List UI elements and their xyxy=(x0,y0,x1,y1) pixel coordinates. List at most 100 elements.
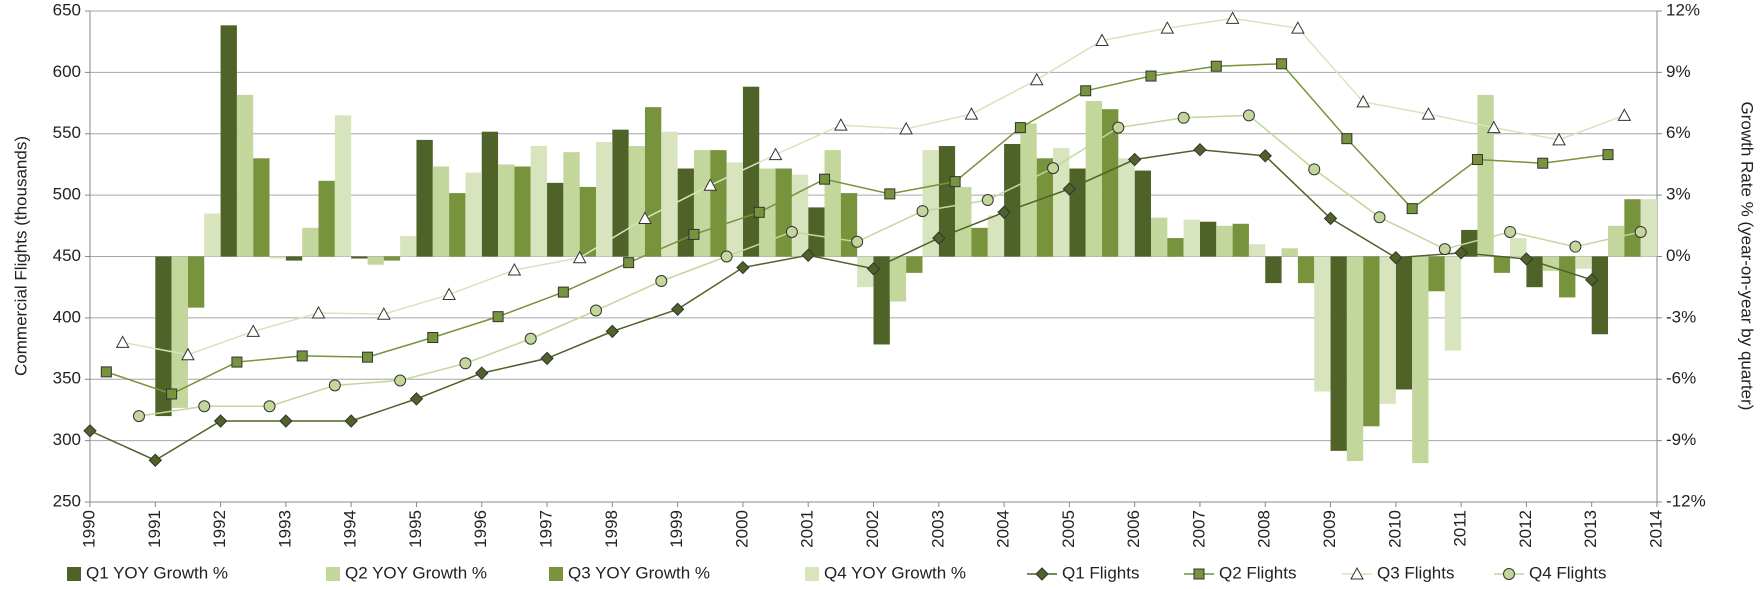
y-tick-label: 450 xyxy=(53,246,81,265)
marker xyxy=(1035,567,1049,581)
y-tick-label: 350 xyxy=(53,369,81,388)
bar xyxy=(710,150,727,257)
bar xyxy=(1640,199,1657,257)
bar xyxy=(416,139,433,257)
marker xyxy=(1276,58,1288,70)
bar xyxy=(808,207,825,257)
bar xyxy=(1608,225,1625,257)
x-tick-label: 2000 xyxy=(732,510,751,548)
y2-tick-label: 9% xyxy=(1666,62,1691,81)
marker xyxy=(198,400,211,413)
y-tick-label: 300 xyxy=(53,430,81,449)
marker xyxy=(785,225,798,238)
marker xyxy=(1406,203,1418,215)
marker xyxy=(246,324,261,337)
marker xyxy=(231,356,243,368)
marker xyxy=(263,400,276,413)
marker xyxy=(83,424,97,438)
marker xyxy=(296,350,308,362)
bar xyxy=(677,168,694,257)
bar xyxy=(220,25,237,257)
bar xyxy=(155,256,172,417)
marker xyxy=(409,392,424,406)
marker xyxy=(964,107,979,120)
bar xyxy=(1118,158,1135,257)
x-tick-label: 2004 xyxy=(994,510,1013,548)
y-axis-title: Commercial Flights (thousands) xyxy=(11,136,30,376)
bar xyxy=(873,256,890,345)
marker xyxy=(1112,121,1125,134)
marker xyxy=(213,414,228,428)
bar xyxy=(530,146,548,257)
marker xyxy=(1062,182,1077,196)
bar xyxy=(498,164,515,257)
bar xyxy=(1526,256,1543,288)
y2-tick-label: 0% xyxy=(1666,246,1691,265)
bar-series xyxy=(171,94,1625,464)
marker xyxy=(1145,70,1157,82)
bar xyxy=(1412,256,1429,464)
legend-swatch xyxy=(67,567,81,581)
marker xyxy=(1029,72,1044,86)
bar xyxy=(1591,256,1609,335)
x-tick-label: 1996 xyxy=(471,510,490,548)
marker xyxy=(899,121,913,135)
y2-axis-title: Growth Rate % (year-on-year by quarter) xyxy=(1738,102,1757,411)
marker xyxy=(1634,225,1647,238)
bar xyxy=(1216,225,1233,257)
y-tick-label: 550 xyxy=(53,123,81,142)
legend-item: Q1 YOY Growth % xyxy=(67,563,228,582)
marker xyxy=(540,351,554,366)
bar xyxy=(514,166,531,257)
bar xyxy=(1330,256,1347,451)
x-tick-label: 2005 xyxy=(1059,510,1078,548)
marker xyxy=(623,257,635,269)
bar xyxy=(596,141,613,257)
bar xyxy=(1102,109,1119,257)
marker xyxy=(1177,111,1190,124)
marker xyxy=(801,248,815,262)
marker xyxy=(638,211,652,224)
marker xyxy=(115,335,130,348)
x-tick-label: 2003 xyxy=(928,510,947,548)
line xyxy=(122,17,1625,356)
marker xyxy=(1486,120,1501,134)
marker xyxy=(1160,21,1175,34)
marker xyxy=(1519,252,1534,266)
bar-series xyxy=(155,25,1609,451)
x-tick-label: 2013 xyxy=(1581,510,1600,548)
marker xyxy=(1438,243,1451,256)
marker xyxy=(1127,152,1142,167)
bar xyxy=(318,180,335,257)
bar xyxy=(1036,158,1054,257)
legend-label: Q2 YOY Growth % xyxy=(345,563,487,582)
bar xyxy=(1444,256,1462,351)
bar xyxy=(1428,256,1445,292)
legend-label: Q3 YOY Growth % xyxy=(568,563,710,582)
bar xyxy=(187,256,205,308)
y2-tick-label: 12% xyxy=(1666,0,1700,19)
x-tick-label: 1992 xyxy=(210,510,229,548)
marker xyxy=(507,262,522,276)
x-tick-label: 1990 xyxy=(79,510,98,548)
bar xyxy=(906,256,923,273)
x-tick-label: 1999 xyxy=(667,510,686,548)
bar xyxy=(644,107,662,257)
marker xyxy=(884,188,896,200)
bar xyxy=(547,182,564,257)
bar xyxy=(1167,238,1184,257)
x-tick-label: 2008 xyxy=(1255,510,1274,548)
marker xyxy=(866,262,881,276)
bar xyxy=(987,215,1005,257)
bar xyxy=(955,186,972,257)
marker xyxy=(655,275,668,288)
bar xyxy=(1379,256,1396,404)
marker xyxy=(1095,33,1109,46)
bar xyxy=(1265,256,1282,284)
marker xyxy=(932,231,946,245)
marker xyxy=(1569,240,1582,253)
marker xyxy=(459,357,472,370)
line xyxy=(106,63,1609,395)
bar xyxy=(269,256,286,259)
